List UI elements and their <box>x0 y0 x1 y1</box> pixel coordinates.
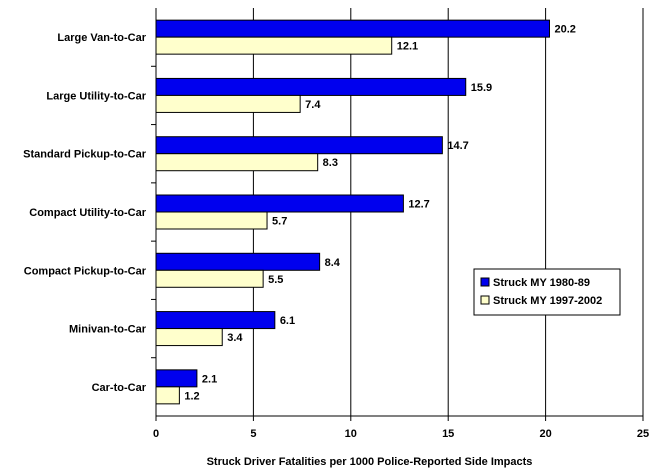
bars <box>155 19 550 405</box>
data-label: 20.2 <box>554 24 575 36</box>
bar-struck-1997-2002 <box>155 94 301 113</box>
labels: 0 5 10 15 20 25 Large Van-to-Car 20.2 12.1 Large … <box>23 24 649 440</box>
x-tick-label: 25 <box>637 428 649 440</box>
legend-swatch <box>480 277 490 287</box>
x-tick-label: 10 <box>345 428 357 440</box>
legend-swatch <box>480 295 490 305</box>
bar-struck-1980-89 <box>155 311 276 330</box>
category-label: Large Utility-to-Car <box>46 90 146 102</box>
legend-label: Struck MY 1997-2002 <box>493 295 602 307</box>
legend: Struck MY 1980-89 Struck MY 1997-2002 <box>473 268 621 316</box>
data-label: 8.4 <box>325 257 341 269</box>
bar-struck-1980-89 <box>155 136 443 155</box>
category-label: Compact Pickup-to-Car <box>24 265 147 277</box>
data-label: 2.1 <box>202 373 217 385</box>
category-label: Minivan-to-Car <box>69 324 147 336</box>
x-tick-label: 20 <box>539 428 551 440</box>
bar-struck-1980-89 <box>155 252 321 271</box>
data-label: 3.4 <box>227 332 243 344</box>
category-label: Car-to-Car <box>92 382 147 394</box>
bar-struck-1997-2002 <box>155 211 268 230</box>
axes <box>151 8 644 421</box>
data-label: 12.7 <box>408 199 429 211</box>
category-label: Compact Utility-to-Car <box>29 207 146 219</box>
data-label: 5.5 <box>268 274 283 286</box>
bar-struck-1997-2002 <box>155 269 264 288</box>
data-label: 5.7 <box>272 216 287 228</box>
data-label: 14.7 <box>447 140 468 152</box>
data-label: 1.2 <box>184 390 199 402</box>
category-label: Large Van-to-Car <box>57 32 146 44</box>
bar-struck-1997-2002 <box>155 386 180 405</box>
bar-struck-1980-89 <box>155 369 198 388</box>
x-tick-label: 15 <box>442 428 454 440</box>
legend-box <box>473 268 621 316</box>
bar-struck-1980-89 <box>155 77 467 96</box>
data-label: 6.1 <box>280 315 295 327</box>
bar-struck-1997-2002 <box>155 153 319 172</box>
data-label: 7.4 <box>305 99 321 111</box>
bar-struck-1980-89 <box>155 194 404 213</box>
bar-struck-1980-89 <box>155 19 550 38</box>
bar-struck-1997-2002 <box>155 36 393 55</box>
data-label: 12.1 <box>397 41 418 53</box>
data-label: 8.3 <box>323 157 338 169</box>
x-axis-title: Struck Driver Fatalities per 1000 Police… <box>207 456 533 468</box>
legend-label: Struck MY 1980-89 <box>493 277 590 289</box>
x-tick-label: 0 <box>153 428 159 440</box>
gridlines <box>252 8 644 416</box>
data-label: 15.9 <box>471 82 492 94</box>
category-label: Standard Pickup-to-Car <box>23 149 147 161</box>
bar-struck-1997-2002 <box>155 328 223 347</box>
x-tick-label: 5 <box>250 428 256 440</box>
